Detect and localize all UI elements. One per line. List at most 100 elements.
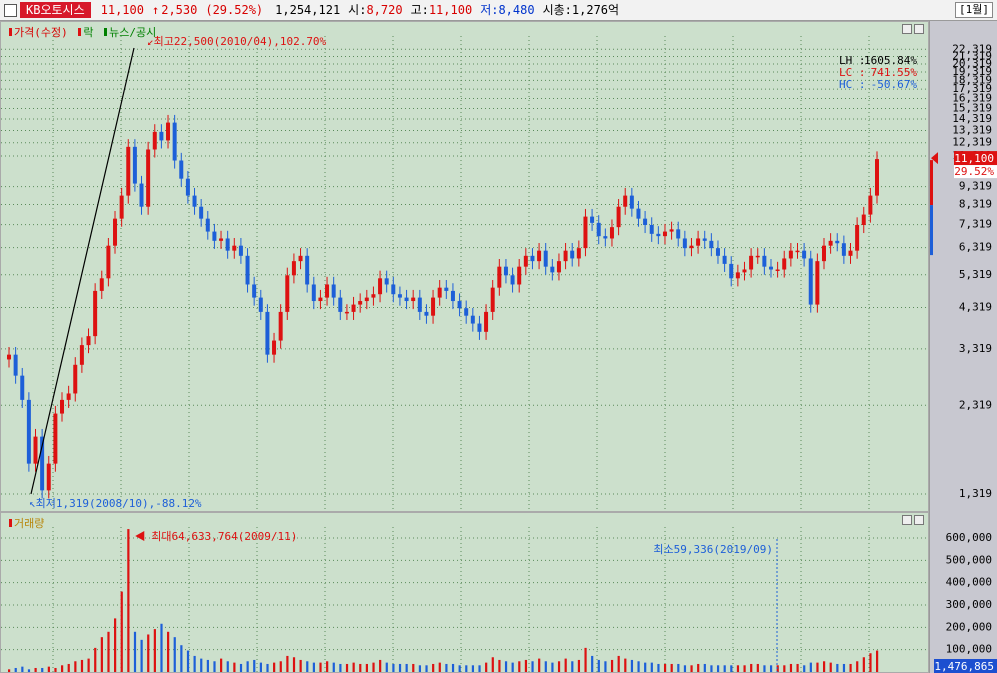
candle-body [7,354,11,360]
candle-body [510,275,515,285]
candle-body [397,294,402,298]
candle-body [411,297,416,302]
volume-bar [206,659,209,672]
volume-bar [856,661,859,672]
legend-ex-label[interactable]: 락 [83,26,94,39]
price-pane[interactable]: 가격(수정) 락 뉴스/공시 ↙최고22,500(2010/04),102.70… [0,21,929,512]
volume-bar [803,665,806,672]
volume-legend: 거래량 [5,515,44,531]
volume-bar [365,663,369,672]
volume-bar [445,663,448,672]
volume-bar [153,629,156,672]
candle-body [583,216,588,249]
current-pct-label: 29.52% [954,165,994,178]
volume-bar [809,662,812,672]
legend-news-marker [104,28,108,36]
minimize-icon[interactable] [902,24,912,34]
candle-body [530,255,535,262]
candle-body [364,297,369,302]
candle-body [689,245,694,249]
candle-body [20,375,25,400]
candle-body [775,269,780,271]
volume-bar [511,662,514,672]
candle-body [821,245,826,262]
volume-bar [438,662,441,672]
volume-bar [326,661,329,672]
candle-body [682,238,687,249]
price-axis: 1,319 2,319 3,319 4,319 5,319 6,319 7,319 8,319… [929,21,997,512]
candle-body [490,287,495,312]
volume-bar [186,650,190,672]
candle-body [795,250,800,253]
close-icon[interactable] [914,24,924,34]
candle-body [696,238,701,246]
trend-line [30,47,135,495]
candle-body [119,195,124,219]
legend-volume-label[interactable]: 거래량 [14,517,45,530]
candle-body [563,250,568,262]
volume-pane-window-buttons [900,515,924,528]
volume-bar [220,658,223,672]
minimize-icon[interactable] [902,515,912,525]
candle-body [437,287,442,298]
volume-tick-label: 200,000 [946,620,992,633]
stock-name-badge[interactable]: KB오토시스 [20,2,91,18]
volume-bar [279,661,282,672]
select-checkbox[interactable] [4,3,17,17]
volume-bar [385,662,388,672]
candle-body [570,250,575,259]
current-price-label: 11,100 [954,152,994,165]
volume-pane[interactable]: 거래량 최대64,633,764(2009/11) 최소59,336(2019/0… [0,512,929,673]
legend-news-label[interactable]: 뉴스/공시 [109,26,157,39]
max-volume-annotation: 최대64,633,764(2009/11) [151,530,297,543]
candle-body [404,297,409,302]
candle-body [709,240,714,249]
period-selector[interactable]: [1월] [955,2,993,18]
candle-body [550,266,555,273]
candle-body [351,304,356,312]
volume-bar [836,663,839,672]
current-pct-box [954,165,997,179]
volume-bar [100,637,103,672]
candle-body [291,261,296,276]
volume-bar [617,655,620,672]
volume-bar [372,662,375,672]
volume-bar [564,658,567,672]
volume-bar [822,661,826,672]
legend-ex-marker [78,28,82,36]
candle-body [384,278,389,285]
candle-body [616,206,621,228]
volume-bar [299,659,302,672]
candle-body [636,208,641,219]
volume-bar [876,650,879,672]
volume-bar [769,665,773,672]
volume-bar [127,529,130,672]
volume-bar [432,663,435,672]
candle-body [537,250,542,262]
close-icon[interactable] [914,515,924,525]
candle-body [46,463,51,491]
price-change-pct: (29.52%) [205,3,264,17]
volume-bar [610,659,614,672]
candle-body [86,336,91,346]
candle-body [603,236,608,239]
candle-body [815,261,820,305]
volume-bar [213,661,216,672]
volume-bar [842,663,846,672]
volume-bar [398,663,402,672]
volume-bar [478,665,481,672]
legend-volume-marker [9,519,12,527]
price-tick-label: 2,319 [959,398,992,411]
volume-bar [644,662,647,672]
candle-body [66,393,71,400]
volume-tick-label: 500,000 [946,553,992,566]
volume-bar [571,661,574,672]
up-arrow-icon: ↑ [151,3,160,17]
candle-body [185,178,190,196]
candle-body [53,413,58,464]
volume-bar [193,655,196,672]
volume-bar [319,662,322,672]
volume-bar [577,659,581,672]
legend-price-label[interactable]: 가격(수정) [14,26,68,39]
max-price-annotation: ↙최고22,500(2010/04),102.70% [147,35,327,48]
